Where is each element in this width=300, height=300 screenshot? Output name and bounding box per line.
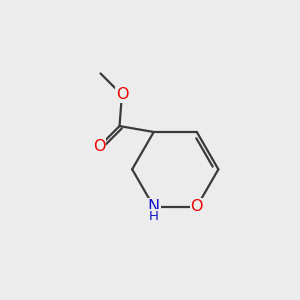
- Text: O: O: [190, 199, 203, 214]
- Text: H: H: [149, 210, 159, 223]
- Text: O: O: [93, 139, 106, 154]
- Text: N: N: [148, 199, 160, 214]
- Text: O: O: [116, 87, 128, 102]
